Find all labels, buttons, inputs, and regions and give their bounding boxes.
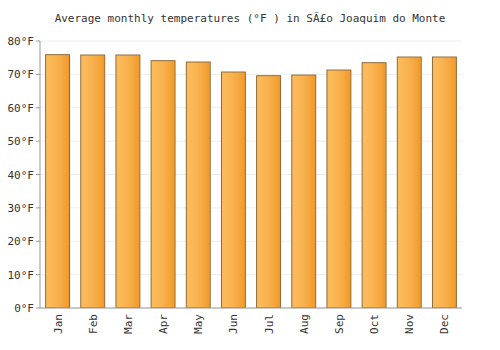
bar-shade: [363, 63, 386, 307]
bar-shade: [327, 71, 350, 308]
tick-mark: [36, 41, 40, 42]
y-tick-label: 30°F: [8, 202, 35, 215]
chart-svg: Average monthly temperatures (°F ) in SÃ…: [0, 0, 500, 350]
x-tick-label: Sep: [333, 314, 346, 334]
tick-mark: [36, 74, 40, 75]
grid-line: [40, 308, 462, 309]
x-tick-label: Jan: [52, 314, 65, 334]
x-tick-label: Apr: [157, 314, 170, 334]
bar-shade: [81, 56, 104, 308]
y-tick-label: 0°F: [14, 302, 34, 315]
bar: [81, 55, 105, 308]
tick-mark: [36, 308, 40, 309]
bar: [397, 57, 421, 308]
x-axis: [40, 308, 462, 309]
bar: [327, 70, 351, 308]
x-tick-label: Jul: [263, 314, 276, 334]
bar: [116, 55, 140, 308]
bar-shade: [187, 63, 210, 308]
tick-mark: [36, 141, 40, 142]
x-tick-label: Aug: [298, 314, 311, 334]
bar-shade: [398, 58, 421, 308]
x-tick-label: Mar: [122, 314, 135, 334]
x-tick-label: Nov: [403, 314, 416, 334]
title: Average monthly temperatures (°F ) in SÃ…: [55, 12, 446, 25]
x-tick-label: Dec: [438, 314, 451, 334]
x-tick-label: Jun: [227, 314, 240, 334]
bar: [257, 76, 281, 308]
bars: [46, 55, 457, 308]
bar: [151, 61, 175, 308]
bar: [362, 63, 386, 308]
bar-shade: [257, 76, 280, 307]
y-tick-label: 80°F: [8, 35, 35, 48]
bar: [186, 62, 210, 308]
tick-mark: [36, 207, 40, 208]
x-tick-label: Oct: [368, 314, 381, 334]
bar-shade: [433, 58, 456, 308]
x-tick-label: Feb: [87, 314, 100, 334]
tick-mark: [36, 107, 40, 108]
y-tick-label: 50°F: [8, 135, 35, 148]
tick-mark: [36, 274, 40, 275]
bar-shade: [222, 73, 245, 308]
y-tick-label: 40°F: [8, 169, 35, 182]
bar-shade: [116, 56, 139, 308]
y-tick-label: 60°F: [8, 102, 35, 115]
bar: [432, 57, 456, 308]
y-tick-label: 10°F: [8, 269, 35, 282]
bar: [46, 55, 70, 308]
chart-container: Average monthly temperatures (°F ) in SÃ…: [0, 0, 500, 350]
bar-shade: [292, 76, 315, 308]
grid-line: [40, 41, 462, 42]
y-tick-label: 20°F: [8, 235, 35, 248]
x-tick-label: May: [192, 314, 205, 334]
bar: [292, 75, 316, 308]
tick-mark: [36, 241, 40, 242]
bar-shade: [152, 61, 175, 307]
y-axis: [40, 41, 41, 308]
bar-shade: [46, 55, 69, 307]
y-tick-label: 70°F: [8, 68, 35, 81]
tick-mark: [36, 174, 40, 175]
bar: [221, 72, 245, 308]
